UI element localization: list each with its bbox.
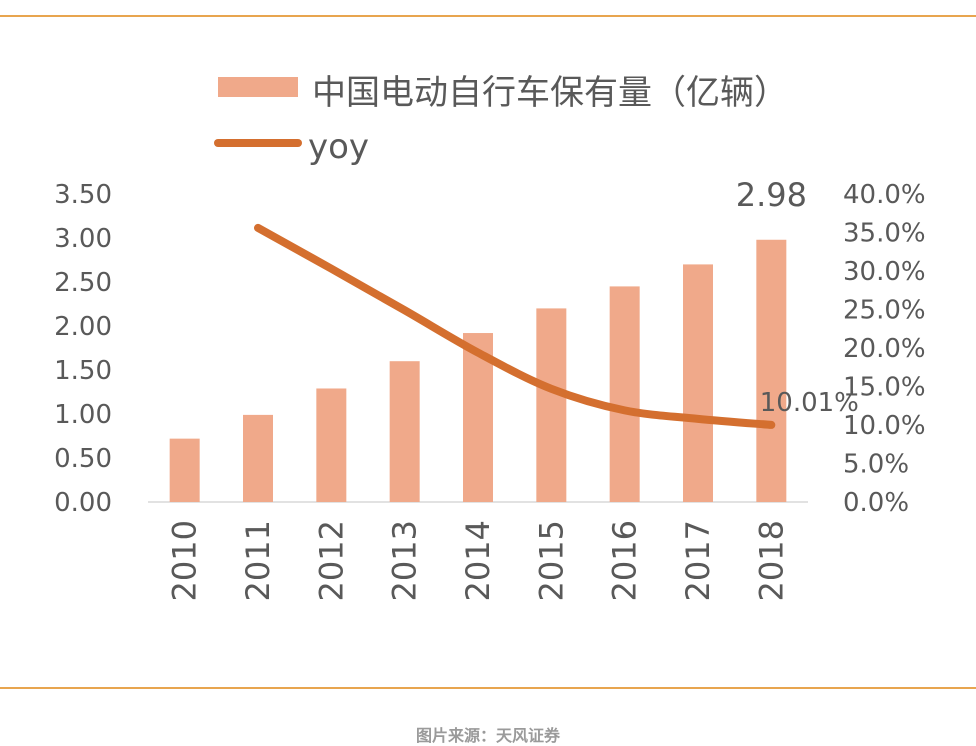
bar (756, 239, 787, 502)
left-axis-tick: 0.50 (54, 444, 112, 474)
right-axis-tick: 25.0% (843, 296, 926, 326)
x-axis-tick: 2010 (166, 520, 204, 601)
right-axis-tick: 15.0% (843, 373, 926, 403)
data-label-2018-yoy: 10.01% (760, 388, 859, 418)
bar (536, 308, 567, 502)
source-caption: 图片来源：天风证券 (415, 726, 560, 745)
yoy-series-line (254, 223, 776, 429)
x-axis-tick: 2011 (239, 520, 277, 601)
data-label-2018-bar: 2.98 (736, 176, 807, 214)
right-axis-tick: 10.0% (843, 411, 926, 441)
bar (609, 286, 640, 502)
legend-bar-label: 中国电动自行车保有量（亿辆） (312, 73, 788, 113)
left-axis-tick: 3.50 (54, 180, 112, 210)
right-axis-tick: 5.0% (843, 450, 909, 480)
x-axis-tick: 2018 (752, 520, 790, 601)
bar (169, 438, 200, 502)
left-axis-tick: 0.00 (54, 488, 112, 518)
x-axis-tick: 2014 (459, 520, 497, 601)
chart: 中国电动自行车保有量（亿辆） yoy 0.00 0.50 1.00 1.50 2.00 2… (54, 73, 926, 601)
legend-line-label: yoy (308, 127, 369, 167)
x-axis-tick: 2012 (312, 520, 350, 601)
right-axis-tick: 20.0% (843, 334, 926, 364)
left-axis-tick: 1.00 (54, 400, 112, 430)
top-rule (0, 15, 976, 17)
left-axis-tick: 3.00 (54, 224, 112, 254)
bar (389, 361, 420, 502)
x-axis-tick: 2016 (606, 520, 644, 601)
right-axis-tick: 40.0% (843, 180, 926, 210)
x-axis-tick: 2017 (679, 520, 717, 601)
left-axis-tick: 2.50 (54, 268, 112, 298)
bar (316, 388, 347, 502)
right-axis-tick: 30.0% (843, 257, 926, 287)
left-axis-tick: 2.00 (54, 312, 112, 342)
x-axis-tick: 2013 (386, 520, 424, 601)
x-axis-tick: 2015 (532, 520, 570, 601)
bar (243, 414, 273, 502)
right-axis-tick: 35.0% (843, 219, 926, 249)
left-axis-tick: 1.50 (54, 356, 112, 386)
bar (683, 264, 713, 502)
legend-bar-swatch (218, 77, 298, 97)
right-axis-tick: 0.0% (843, 488, 909, 518)
bottom-rule (0, 687, 976, 689)
